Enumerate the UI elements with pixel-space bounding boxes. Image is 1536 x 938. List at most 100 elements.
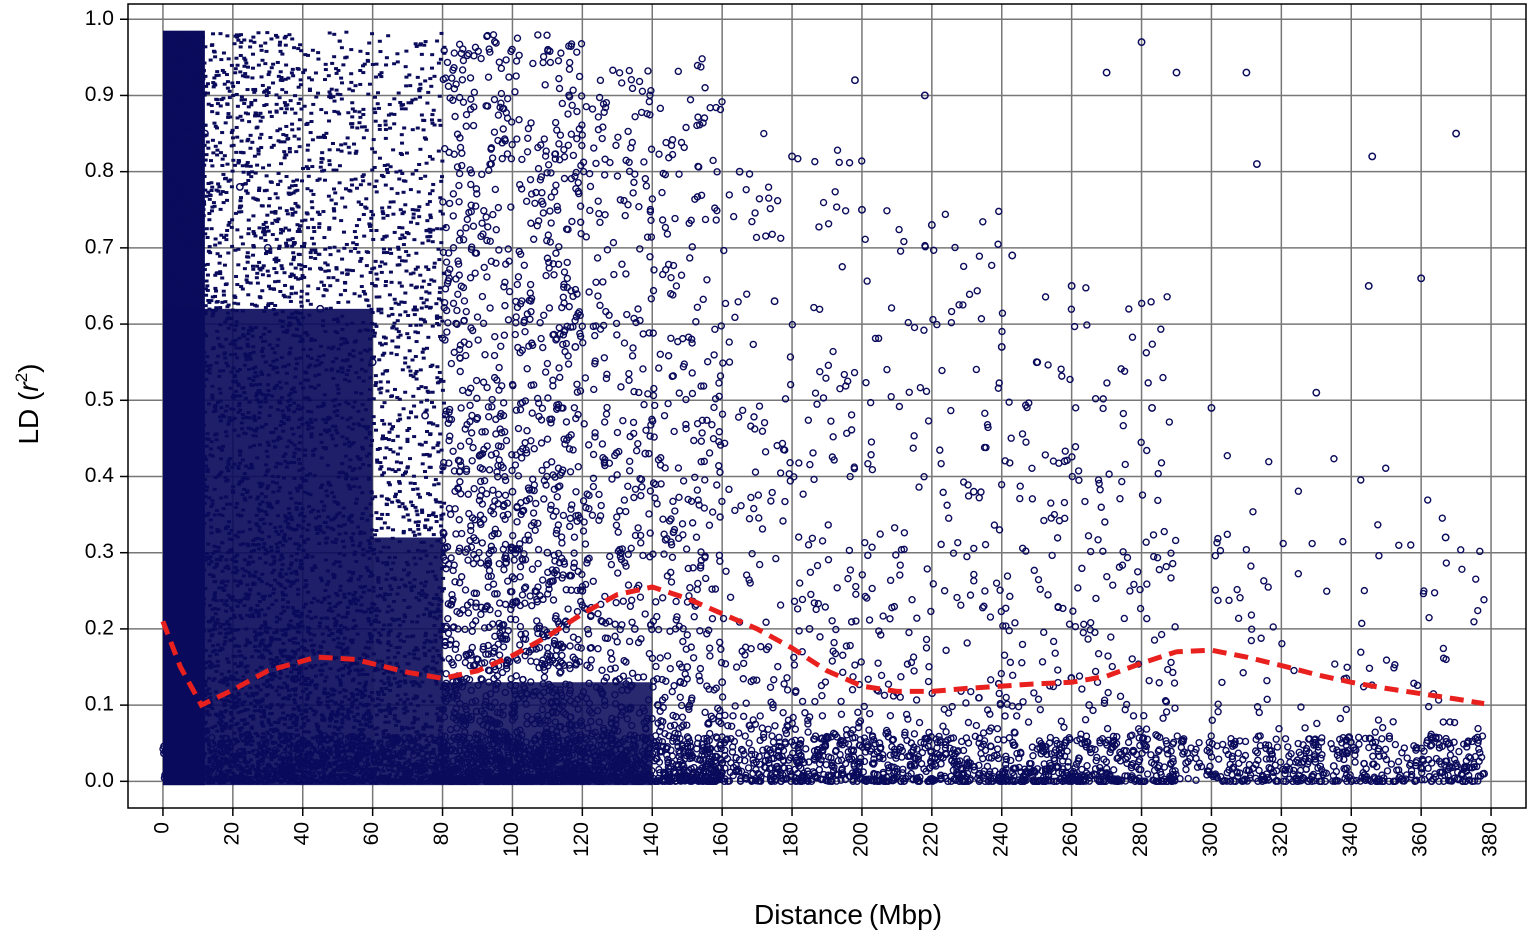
dense-point (242, 98, 247, 102)
dense-point (381, 212, 386, 216)
dense-point (295, 229, 300, 233)
dense-point (217, 241, 222, 245)
dense-point (274, 102, 279, 106)
dense-point (391, 212, 396, 216)
dense-point (284, 90, 289, 94)
dense-point (175, 100, 180, 104)
dense-point (387, 483, 392, 487)
dense-point (208, 193, 213, 197)
dense-point (383, 136, 388, 140)
dense-point (297, 227, 302, 231)
dense-point (179, 82, 184, 86)
dense-point (185, 262, 190, 266)
dense-point (299, 289, 304, 293)
dense-point (171, 176, 176, 180)
dense-point (267, 163, 272, 167)
dense-point (413, 208, 418, 212)
dense-point (438, 500, 443, 504)
dense-point (260, 204, 265, 208)
dense-point (211, 32, 216, 36)
dense-point (407, 349, 412, 353)
dense-point (169, 33, 174, 37)
dense-point (192, 254, 197, 258)
dense-point (177, 53, 182, 57)
dense-point (440, 212, 445, 216)
dense-point (248, 146, 253, 150)
dense-point (226, 303, 231, 307)
dense-point (327, 95, 332, 99)
dense-point (264, 103, 269, 107)
dense-point (350, 122, 355, 126)
dense-point (181, 50, 186, 54)
dense-point (250, 140, 255, 144)
dense-point (179, 146, 184, 150)
dense-point (418, 82, 423, 86)
dense-point (306, 53, 311, 57)
dense-point (327, 159, 332, 163)
dense-point (404, 250, 409, 254)
dense-point (418, 86, 423, 90)
dense-point (408, 369, 413, 373)
dense-point (430, 53, 435, 57)
dense-point (379, 386, 384, 390)
dense-point (240, 118, 245, 122)
dense-point (414, 377, 419, 381)
dense-point (269, 301, 274, 305)
dense-point (332, 55, 337, 59)
dense-point (276, 258, 281, 262)
dense-point (180, 55, 185, 59)
dense-point (216, 182, 221, 186)
dense-point (259, 75, 264, 79)
dense-point (207, 197, 212, 201)
dense-point (172, 78, 177, 82)
dense-point (291, 258, 296, 262)
dense-point (178, 118, 183, 122)
dense-point (428, 213, 433, 217)
dense-point (290, 122, 295, 126)
dense-point (218, 272, 223, 276)
dense-point (263, 252, 268, 256)
dense-point (213, 144, 218, 148)
dense-point (280, 229, 285, 233)
dense-point (189, 181, 194, 185)
dense-point (343, 56, 348, 60)
dense-point (231, 84, 236, 88)
dense-point (209, 189, 214, 193)
dense-point (432, 74, 437, 78)
dense-point (404, 151, 409, 155)
dense-point (166, 145, 171, 149)
dense-point (202, 143, 207, 147)
dense-point (363, 292, 368, 296)
dense-point (215, 70, 220, 74)
dense-point (233, 34, 238, 38)
dense-point (251, 230, 256, 234)
dense-point (251, 244, 256, 248)
dense-point (357, 110, 362, 114)
dense-point (191, 73, 196, 77)
dense-point (421, 356, 426, 360)
dense-point-cloud (159, 30, 1488, 786)
dense-point (207, 218, 212, 222)
dense-point (185, 112, 190, 116)
dense-point (183, 80, 188, 84)
dense-point (331, 95, 336, 99)
dense-point (245, 191, 250, 195)
dense-point (420, 285, 425, 289)
dense-point (392, 387, 397, 391)
dense-point (439, 448, 444, 452)
dense-point (275, 60, 280, 64)
dense-point (374, 324, 379, 328)
dense-point (261, 222, 266, 226)
dense-point (392, 297, 397, 301)
dense-point (378, 467, 383, 471)
dense-point (247, 120, 252, 124)
dense-point (428, 216, 433, 220)
dense-point (408, 323, 413, 327)
dense-point (215, 148, 220, 152)
dense-point (291, 179, 296, 183)
dense-point (398, 417, 403, 421)
dense-point (239, 139, 244, 143)
dense-point (230, 218, 235, 222)
dense-point (236, 247, 241, 251)
dense-point (423, 79, 428, 83)
